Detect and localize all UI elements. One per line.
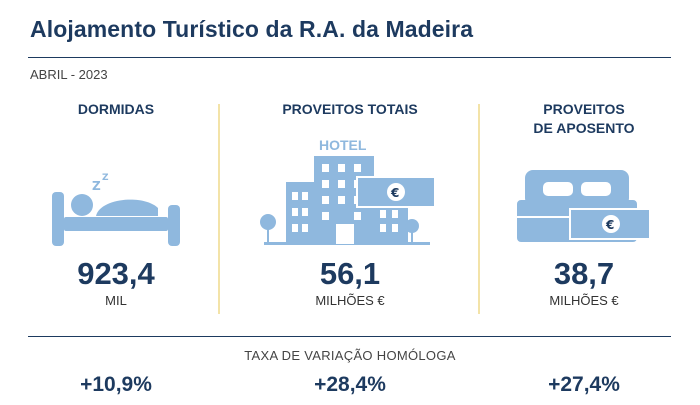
proveitos-totais-value: 56,1 bbox=[319, 256, 381, 291]
indicator-label: DORMIDAS bbox=[77, 101, 155, 117]
indicator-proveitos-aposento: PROVEITOS DE APOSENTO bbox=[474, 100, 694, 140]
proveitos-aposento-variation: +27,4% bbox=[548, 373, 620, 396]
proveitos-totais-unit: MILHÕES € bbox=[315, 293, 385, 308]
title-divider bbox=[28, 57, 671, 58]
svg-text:€: € bbox=[605, 218, 614, 232]
variation-label: TAXA DE VARIAÇÃO HOMÓLOGA bbox=[244, 348, 456, 363]
banknote-icon: € bbox=[356, 176, 436, 208]
dormidas-variation: +10,9% bbox=[80, 373, 152, 396]
indicator-dormidas: DORMIDAS bbox=[6, 100, 226, 140]
period-label: ABRIL - 2023 bbox=[30, 67, 108, 82]
proveitos-aposento-unit: MILHÕES € bbox=[549, 293, 619, 308]
proveitos-totais-variation: +28,4% bbox=[314, 373, 386, 396]
svg-text:Z: Z bbox=[92, 179, 101, 193]
hotel-sign-label: HOTEL bbox=[319, 137, 367, 153]
dormidas-value: 923,4 bbox=[77, 256, 155, 291]
svg-text:Z: Z bbox=[102, 173, 109, 183]
svg-text:€: € bbox=[390, 186, 399, 200]
banknote-icon: € bbox=[569, 208, 651, 240]
sleeping-person-icon: Z Z bbox=[52, 173, 180, 246]
column-divider bbox=[218, 104, 220, 314]
indicator-label: PROVEITOS TOTAIS bbox=[282, 101, 418, 117]
indicator-proveitos-totais: PROVEITOS TOTAIS bbox=[240, 100, 460, 140]
dormidas-unit: MIL bbox=[105, 293, 127, 308]
double-bed-icon: € bbox=[517, 170, 651, 242]
indicator-label: PROVEITOS DE APOSENTO bbox=[533, 101, 635, 136]
page-title: Alojamento Turístico da R.A. da Madeira bbox=[30, 16, 474, 42]
column-divider bbox=[478, 104, 480, 314]
section-divider bbox=[28, 336, 671, 337]
proveitos-aposento-value: 38,7 bbox=[553, 256, 615, 291]
hotel-building-icon: HOTEL € bbox=[260, 137, 436, 245]
